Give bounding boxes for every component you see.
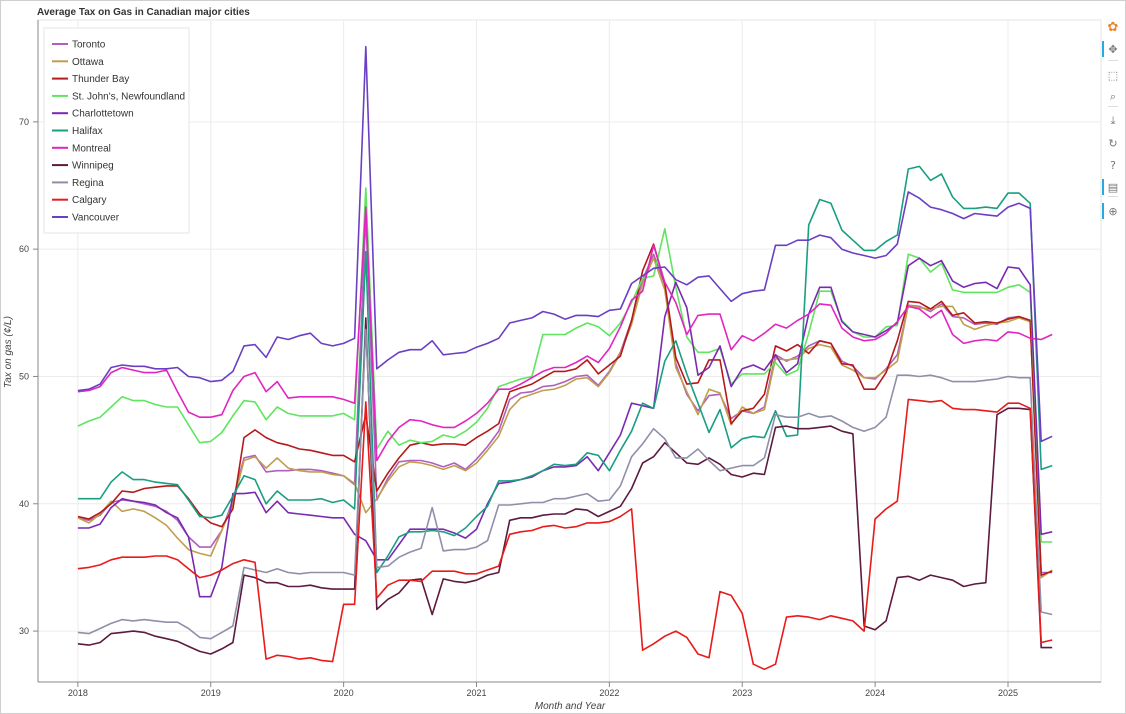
x-tick-label: 2025 (998, 688, 1018, 698)
series-line-vancouver (77, 45, 1053, 443)
box-zoom-icon[interactable]: ⬚ (1107, 68, 1119, 82)
series-line-charlottetown (77, 257, 1053, 598)
save-icon[interactable]: ⤓ (1110, 114, 1116, 127)
x-axis-label: Month and Year (535, 701, 606, 712)
x-tick-label: 2020 (334, 688, 354, 698)
legend-label-st-john-s-newfoundland: St. John's, Newfoundland (72, 91, 185, 102)
chart-title: Average Tax on Gas in Canadian major cit… (37, 7, 250, 18)
y-tick-label: 30 (19, 626, 29, 636)
axes (37, 20, 1101, 683)
legend-label-thunder-bay: Thunder Bay (72, 74, 129, 85)
chart-toolbar: ✿ ✥ ⬚ ⌕ ⤓ ↻? ▤ ⊕ (1102, 16, 1124, 231)
legend: Toronto Ottawa Thunder Bay St. John's, Newf… (43, 27, 190, 234)
series-line-ottawa (77, 257, 1053, 579)
pan-icon[interactable]: ✥ (1102, 40, 1122, 58)
reset-icon[interactable]: ↻ (1108, 136, 1118, 150)
bokeh-logo-icon: ✿ (1107, 19, 1119, 35)
y-tick-label: 50 (19, 371, 29, 381)
toolbar-separator (1108, 196, 1118, 197)
y-tick-label: 60 (19, 244, 29, 254)
series-line-calgary (77, 398, 1053, 671)
series-line-montreal (77, 206, 1053, 462)
legend-label-regina: Regina (72, 178, 104, 189)
wheel-zoom-icon[interactable]: ⌕ (1109, 90, 1117, 103)
y-tick-label: 40 (19, 499, 29, 509)
x-tick-label: 2022 (599, 688, 619, 698)
hover-icon[interactable]: ▤ (1102, 178, 1122, 196)
legend-label-ottawa: Ottawa (72, 57, 104, 68)
x-tick-label: 2018 (68, 688, 88, 698)
series-line-winnipeg (77, 317, 1053, 655)
legend-label-vancouver: Vancouver (72, 213, 120, 224)
toolbar-separator (1108, 60, 1118, 61)
x-tick-label: 2023 (732, 688, 752, 698)
legend-box (43, 27, 190, 234)
legend-label-toronto: Toronto (72, 40, 106, 51)
help-icon[interactable]: ? (1110, 158, 1116, 172)
crosshair-icon[interactable]: ⊕ (1102, 202, 1122, 220)
tick-labels: 2018 2019 2020 2021 2022 2023 2024 2025 30 40 50 60… (19, 117, 1018, 698)
legend-label-halifax: Halifax (72, 126, 103, 137)
legend-label-winnipeg: Winnipeg (72, 161, 114, 172)
x-tick-label: 2024 (865, 688, 885, 698)
legend-label-charlottetown: Charlottetown (72, 109, 134, 120)
series (77, 45, 1053, 671)
series-line-halifax (77, 165, 1053, 574)
toolbar-separator (1108, 106, 1118, 107)
legend-label-calgary: Calgary (72, 195, 106, 206)
plot-area (37, 19, 1102, 683)
x-tick-label: 2019 (201, 688, 221, 698)
series-line-st-john-s-newfoundland (77, 187, 1053, 543)
series-line-regina (77, 328, 1053, 640)
y-axis-label: Tax on gas (¢/L) (3, 316, 14, 388)
y-tick-label: 70 (19, 117, 29, 127)
series-line-thunder-bay (77, 243, 1053, 576)
legend-label-montreal: Montreal (72, 143, 111, 154)
x-tick-label: 2021 (466, 688, 486, 698)
